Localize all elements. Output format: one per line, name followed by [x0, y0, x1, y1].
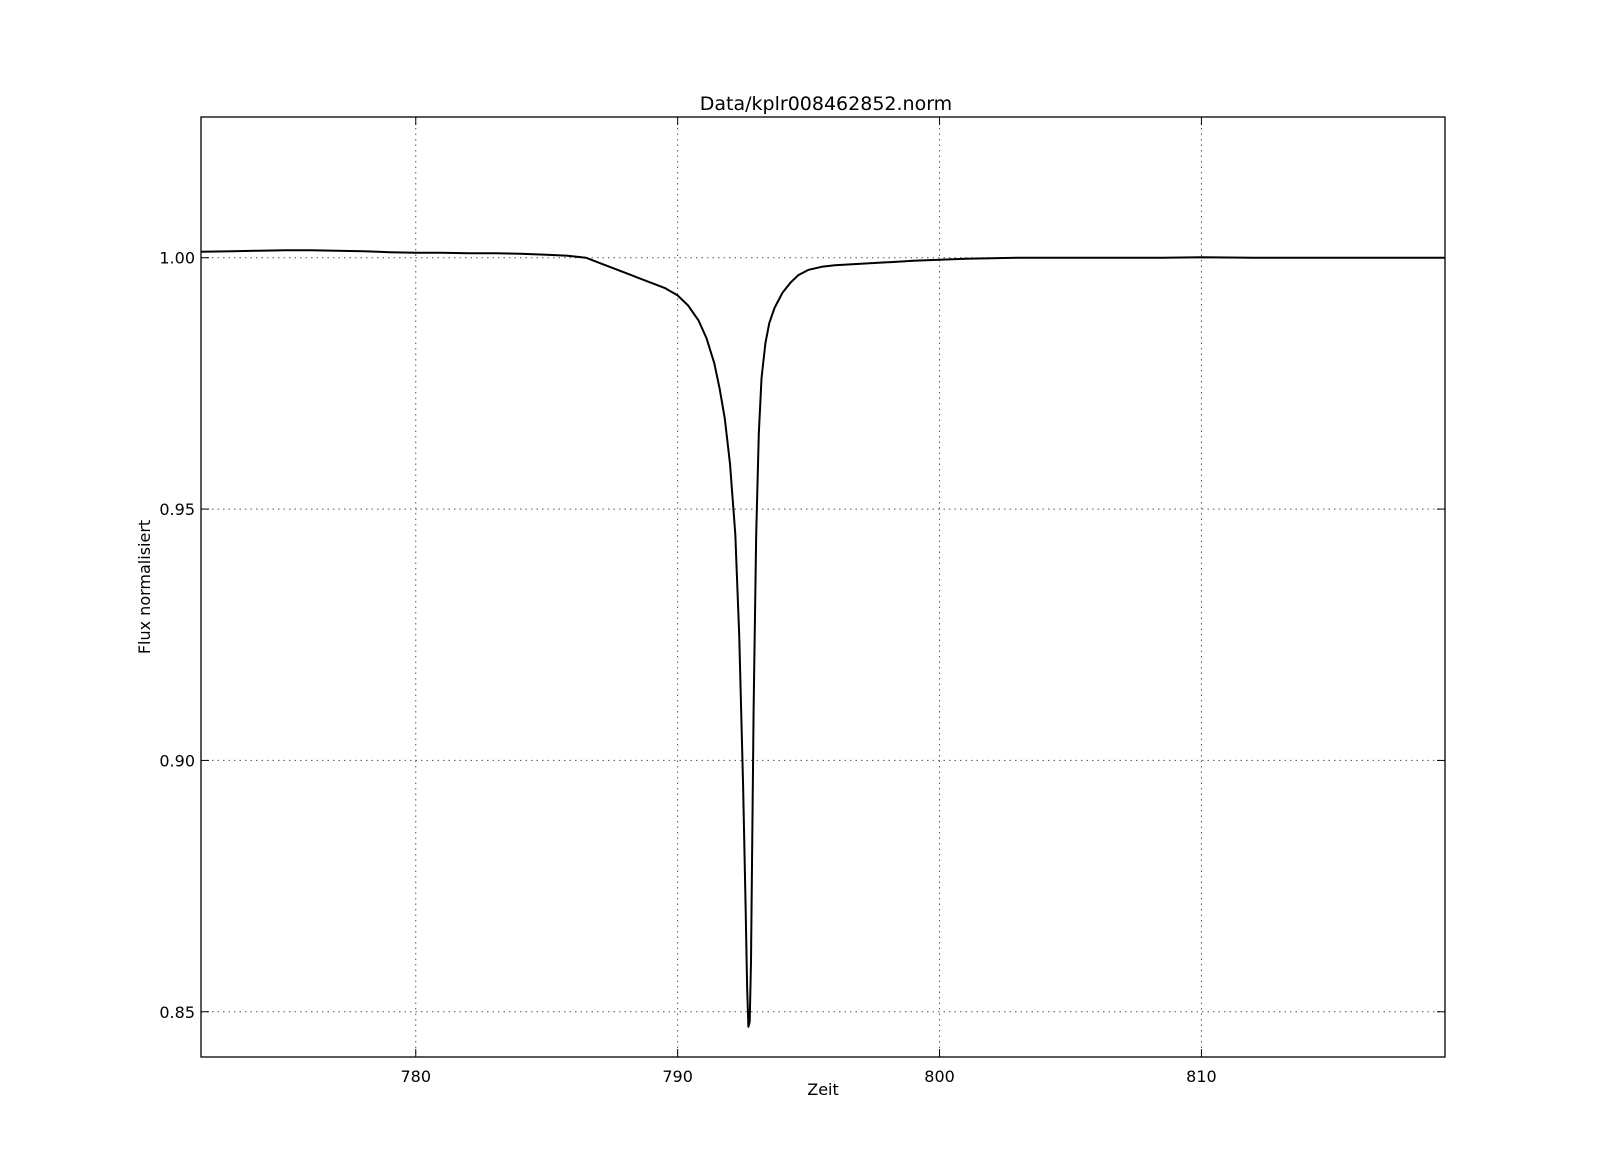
tick-labels: 780 790 800 810 0.85 0.90 0.95 1.00: [159, 249, 1216, 1086]
y-tick-label: 0.95: [159, 500, 195, 519]
y-tick-label: 0.90: [159, 751, 195, 770]
plot-frame: [200, 116, 1446, 1058]
y-tick-label: 0.85: [159, 1003, 195, 1022]
y-axis-label: Flux normalisiert: [135, 520, 154, 654]
tick-marks: [201, 117, 1445, 1057]
x-tick-label: 810: [1186, 1067, 1217, 1086]
x-tick-label: 780: [400, 1067, 431, 1086]
flux-series-line: [200, 249, 1445, 1028]
y-tick-label: 1.00: [159, 249, 195, 268]
chart-title: Data/kplr008462852.norm: [700, 93, 952, 115]
x-tick-label: 800: [924, 1067, 955, 1086]
x-axis-label: Zeit: [807, 1080, 839, 1099]
grid-lines: [201, 117, 1445, 1057]
x-tick-label: 790: [662, 1067, 693, 1086]
